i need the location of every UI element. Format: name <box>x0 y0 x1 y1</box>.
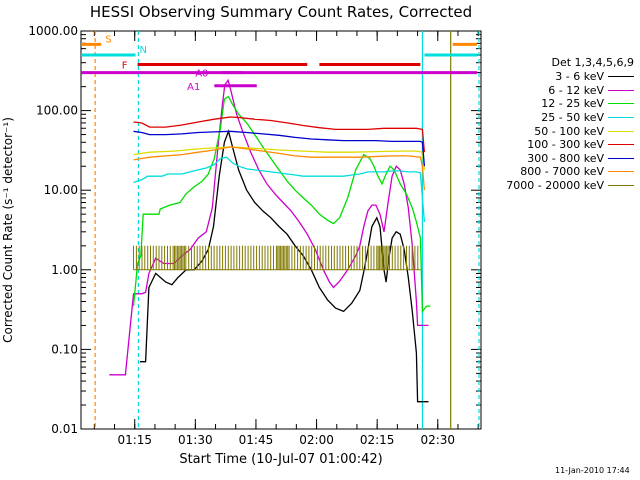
legend-swatch <box>608 144 634 146</box>
legend-label: 6 - 12 keV <box>548 83 604 97</box>
legend-entry: 50 - 100 keV <box>496 124 634 138</box>
legend-entry: 800 - 7000 keV <box>496 165 634 179</box>
legend-label: 50 - 100 keV <box>534 124 604 138</box>
legend: Det 1,3,4,5,6,9 3 - 6 keV 6 - 12 keV 12 - … <box>496 56 634 192</box>
legend-entry: 6 - 12 keV <box>496 84 634 98</box>
plot-frame <box>80 30 482 430</box>
legend-entry: 100 - 300 keV <box>496 138 634 152</box>
x-tick-label: 02:00 <box>299 433 334 447</box>
series-line <box>133 130 426 167</box>
y-axis-label: Corrected Count Rate (s⁻¹ detector⁻¹) <box>1 117 15 343</box>
legend-label: 3 - 6 keV <box>555 70 604 84</box>
y-tick-label: 100.00 <box>36 104 78 118</box>
legend-swatch <box>608 117 634 119</box>
y-tick-label: 0.10 <box>51 342 78 356</box>
series-line <box>133 146 426 170</box>
y-tick-label: 1.00 <box>51 263 78 277</box>
flag-label: A0 <box>195 69 208 80</box>
legend-label: 7000 - 20000 keV <box>506 179 604 193</box>
y-tick-label: 1000.00 <box>28 24 78 38</box>
x-tick-label: 01:15 <box>117 433 152 447</box>
legend-entry: 12 - 25 keV <box>496 97 634 111</box>
x-tick-label: 01:30 <box>178 433 213 447</box>
legend-swatch <box>608 157 634 159</box>
legend-entry: 7000 - 20000 keV <box>496 179 634 193</box>
flag-label: N <box>140 45 147 56</box>
y-tick-label: 0.01 <box>51 422 78 436</box>
legend-entry: 3 - 6 keV <box>496 70 634 84</box>
flag-label: F <box>122 60 128 71</box>
chart-title: HESSI Observing Summary Count Rates, Cor… <box>90 3 472 21</box>
series-line <box>133 156 426 222</box>
flag-label: A1 <box>187 82 200 93</box>
legend-swatch <box>608 171 634 173</box>
legend-swatch <box>608 103 634 105</box>
legend-label: 800 - 7000 keV <box>520 165 604 179</box>
series-line <box>133 146 426 191</box>
legend-label: 100 - 300 keV <box>527 138 604 152</box>
x-tick-label: 02:15 <box>360 433 395 447</box>
legend-label: 25 - 50 keV <box>541 111 604 125</box>
legend-swatch <box>608 130 634 132</box>
y-tick-label: 10.00 <box>44 183 78 197</box>
x-axis-label: Start Time (10-Jul-07 01:00:42) <box>179 452 382 467</box>
series-line <box>133 116 426 153</box>
legend-swatch <box>608 76 634 78</box>
legend-swatch <box>608 89 634 91</box>
timestamp: 11-Jan-2010 17:44 <box>555 466 630 475</box>
legend-entry: 25 - 50 keV <box>496 111 634 125</box>
series-group <box>109 78 431 403</box>
series-line <box>133 245 421 271</box>
x-tick-label: 02:30 <box>420 433 455 447</box>
legend-label: 12 - 25 keV <box>541 97 604 111</box>
legend-label: 300 - 800 keV <box>527 151 604 165</box>
series-line <box>132 95 431 314</box>
x-tick-label: 01:45 <box>239 433 274 447</box>
legend-entry: 300 - 800 keV <box>496 152 634 166</box>
legend-title: Det 1,3,4,5,6,9 <box>551 56 634 69</box>
flag-label: S <box>105 34 111 45</box>
legend-swatch <box>608 185 634 187</box>
